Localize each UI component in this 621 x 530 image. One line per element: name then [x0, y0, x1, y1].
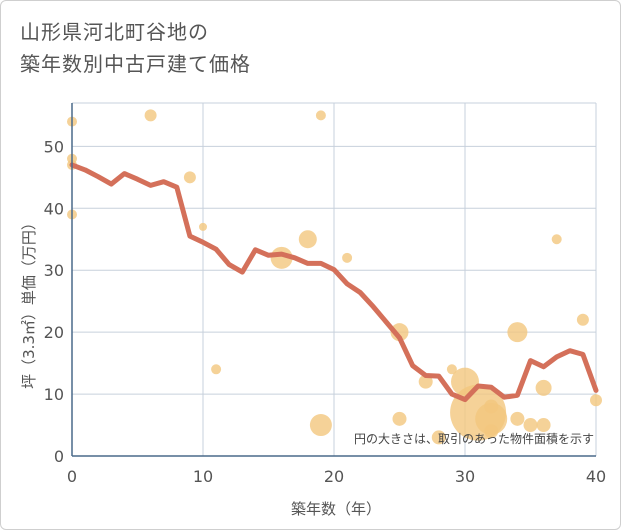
bubble-point — [392, 411, 407, 426]
x-tick-label: 10 — [193, 467, 213, 486]
x-tick-labels: 0 10 20 30 40 — [67, 467, 606, 486]
y-axis-label: 坪（3.3㎡）単価（万円） — [20, 215, 38, 389]
x-tick-label: 0 — [67, 467, 77, 486]
y-tick-label: 50 — [44, 137, 64, 156]
x-axis-label: 築年数（年） — [291, 500, 381, 518]
bubble-point — [144, 109, 157, 122]
bubble-point — [211, 364, 222, 375]
bubble-point — [298, 230, 317, 249]
bubble-point — [510, 411, 525, 426]
bubble-point — [342, 252, 353, 263]
bubble-point — [315, 110, 326, 121]
bubble-point — [418, 374, 433, 389]
x-tick-label: 40 — [586, 467, 606, 486]
bubble-point — [309, 414, 332, 437]
y-tick-label: 30 — [44, 261, 64, 280]
bubble-point — [183, 171, 196, 184]
bubble-point — [446, 364, 457, 375]
y-tick-label: 10 — [44, 385, 64, 404]
bubble-point — [431, 430, 446, 445]
chart-title-line-2: 築年数別中古戸建て価格 — [20, 52, 251, 76]
bubble-point — [535, 379, 552, 396]
bubble-point — [576, 313, 589, 326]
bubble-point — [199, 222, 207, 231]
grid-lines — [71, 102, 597, 457]
bubble-size-note: 円の大きさは、取引のあった物件面積を示す — [354, 431, 594, 446]
bubble-point — [551, 234, 562, 245]
x-tick-label: 30 — [455, 467, 475, 486]
average-price-line — [69, 162, 599, 403]
bubble-point — [484, 399, 499, 414]
y-tick-label: 40 — [44, 199, 64, 218]
y-tick-labels: 0 10 20 30 40 50 — [44, 137, 64, 466]
chart-title-line-1: 山形県河北町谷地の — [20, 20, 209, 44]
bubble-point — [590, 394, 602, 407]
y-tick-label: 0 — [54, 447, 64, 466]
bubble-point — [507, 322, 528, 343]
bubble-point — [523, 418, 538, 433]
bubble-point — [536, 418, 551, 433]
bubble-point — [484, 424, 499, 439]
x-tick-label: 20 — [324, 467, 344, 486]
chart-title: 山形県河北町谷地の 築年数別中古戸建て価格 — [20, 16, 251, 80]
bubble-point — [475, 402, 508, 435]
bubble-point — [390, 323, 409, 342]
y-tick-label: 20 — [44, 323, 64, 342]
